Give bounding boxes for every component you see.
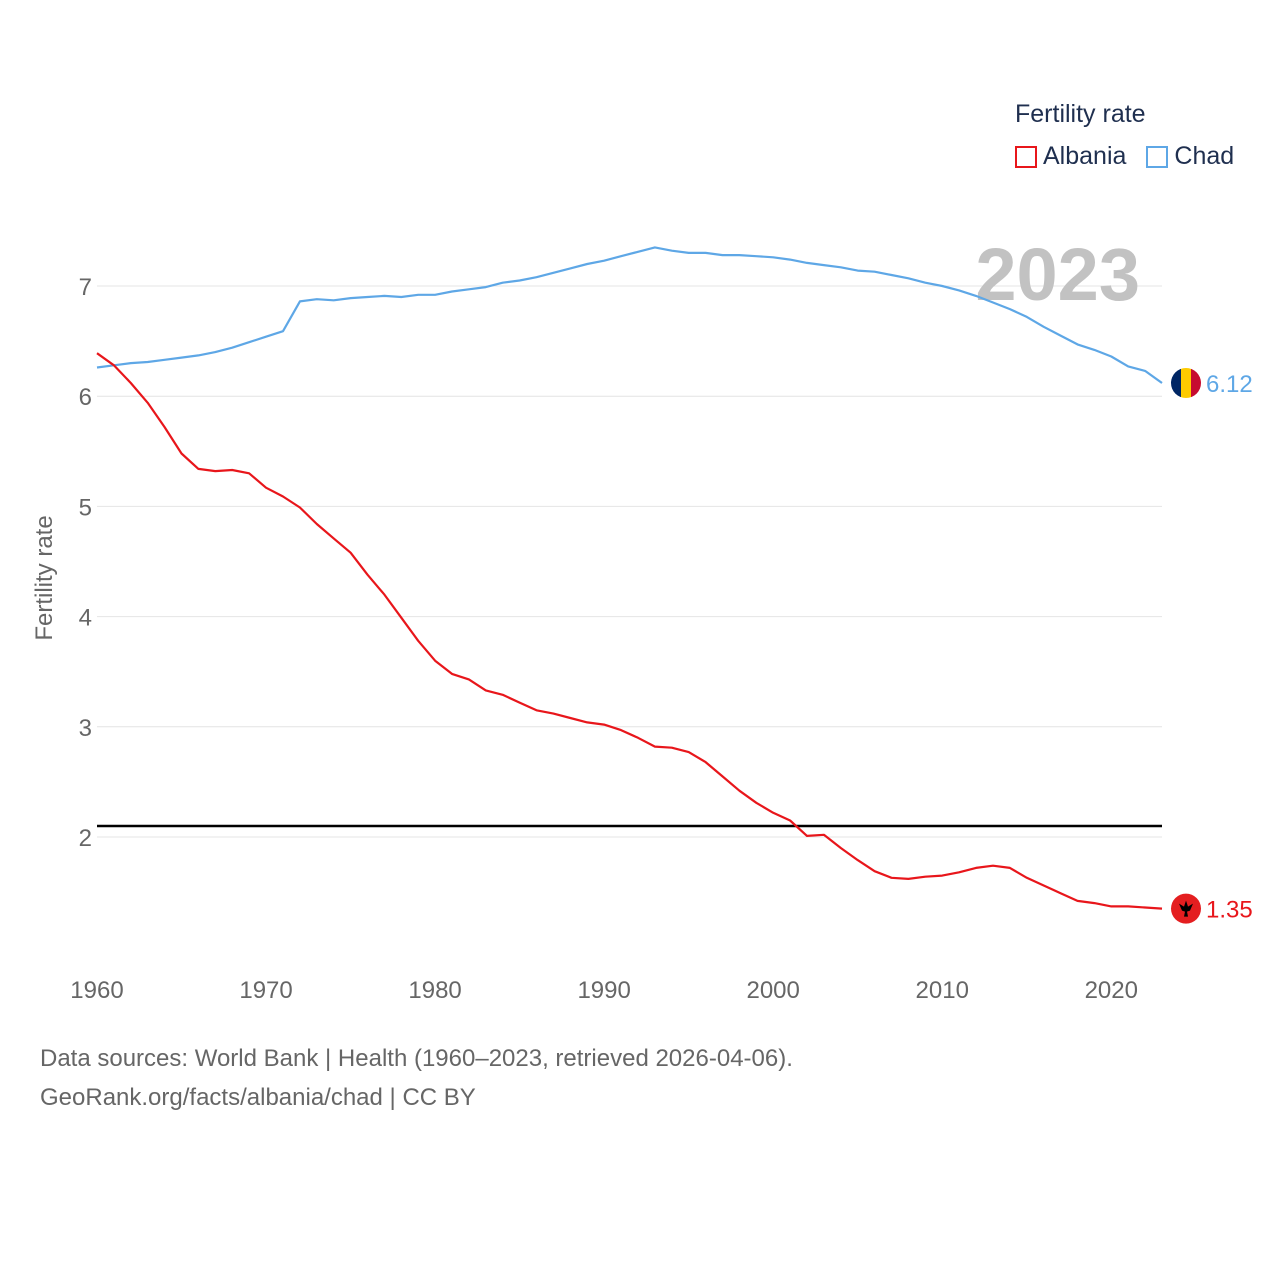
x-tick-label: 1970: [239, 977, 292, 1004]
y-tick-label: 2: [79, 825, 92, 852]
x-axis-ticks: 1960 1970 1980 1990 2000 2010 2020: [70, 977, 1138, 1004]
x-tick-label: 1980: [408, 977, 461, 1004]
y-tick-label: 7: [79, 274, 92, 301]
x-tick-label: 1960: [70, 977, 123, 1004]
series-line-albania[interactable]: [96, 352, 1163, 910]
legend-item-chad[interactable]: Chad: [1146, 142, 1234, 171]
x-tick-label: 2020: [1085, 977, 1138, 1004]
end-value-label-chad: 6.12: [1206, 371, 1253, 398]
end-markers: 1.35 6.12: [1171, 367, 1253, 924]
series-lines: [96, 246, 1163, 910]
y-tick-label: 4: [79, 605, 92, 632]
y-tick-label: 6: [79, 384, 92, 411]
x-tick-label: 2010: [916, 977, 969, 1004]
series-line-chad[interactable]: [96, 246, 1163, 384]
legend-title: Fertility rate: [1015, 100, 1146, 128]
chad-flag-icon: [1171, 367, 1201, 398]
year-label: 2023: [975, 233, 1140, 316]
y-axis-ticks: 2 3 4 5 6 7: [79, 274, 92, 852]
y-tick-label: 3: [79, 715, 92, 742]
end-value-label-albania: 1.35: [1206, 897, 1253, 924]
source-url[interactable]: GeoRank.org/facts/albania/chad | CC BY: [40, 1084, 476, 1111]
y-tick-label: 5: [79, 494, 92, 521]
x-tick-label: 1990: [577, 977, 630, 1004]
albania-flag-icon: [1171, 893, 1201, 924]
x-tick-label: 2000: [746, 977, 799, 1004]
y-axis-label: Fertility rate: [31, 515, 58, 640]
data-source-note: Data sources: World Bank | Health (1960–…: [40, 1045, 793, 1072]
legend-swatch-albania: [1015, 145, 1037, 168]
legend-item-albania[interactable]: Albania: [1015, 142, 1126, 171]
gridlines: [97, 285, 1162, 838]
legend: Albania Chad: [1015, 142, 1254, 171]
legend-label-albania: Albania: [1043, 142, 1127, 170]
legend-swatch-chad: [1146, 145, 1169, 168]
legend-label-chad: Chad: [1174, 142, 1235, 170]
